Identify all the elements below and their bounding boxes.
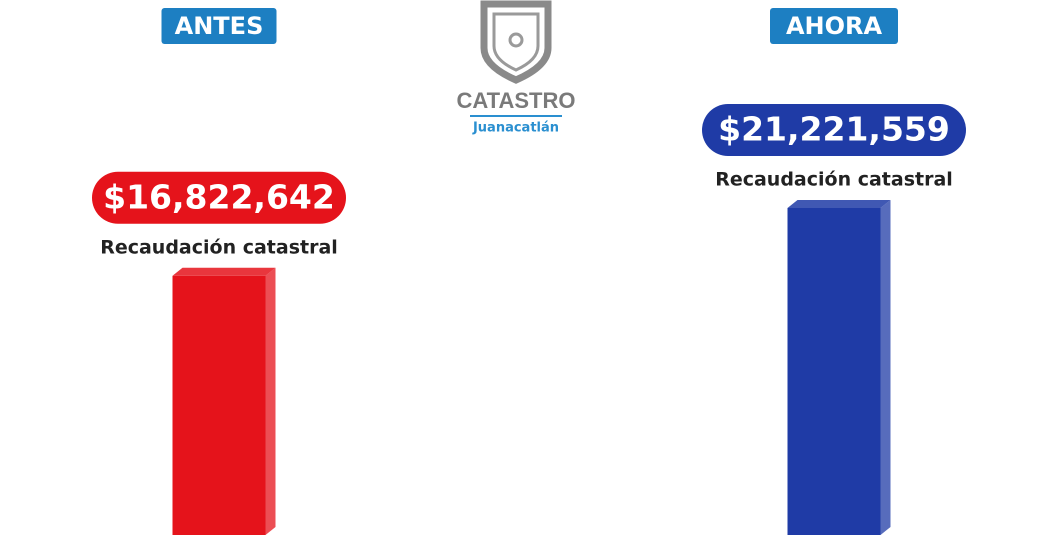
value-caption: Recaudación catastral [715, 169, 953, 191]
bar [172, 275, 266, 535]
bar-side [880, 200, 891, 535]
category-label: ANTES [175, 12, 264, 40]
value-label: $21,221,559 [718, 110, 950, 149]
value-caption: Recaudación catastral [100, 236, 338, 258]
logo-map [492, 12, 540, 72]
category-badge [161, 8, 277, 44]
category-badge [770, 8, 898, 44]
category-label: AHORA [786, 12, 883, 40]
value-pill [702, 104, 966, 156]
bar-top [172, 267, 276, 276]
bar [787, 208, 881, 535]
logo: CATASTRO Juanacatlán [457, 0, 576, 136]
logo-subtitle: Juanacatlán [472, 121, 559, 136]
logo-title: CATASTRO [457, 88, 576, 113]
bar-side [265, 267, 276, 535]
bar-top [787, 200, 891, 208]
value-label: $16,822,642 [103, 177, 335, 216]
logo-pin [508, 32, 524, 48]
value-pill [92, 171, 346, 224]
